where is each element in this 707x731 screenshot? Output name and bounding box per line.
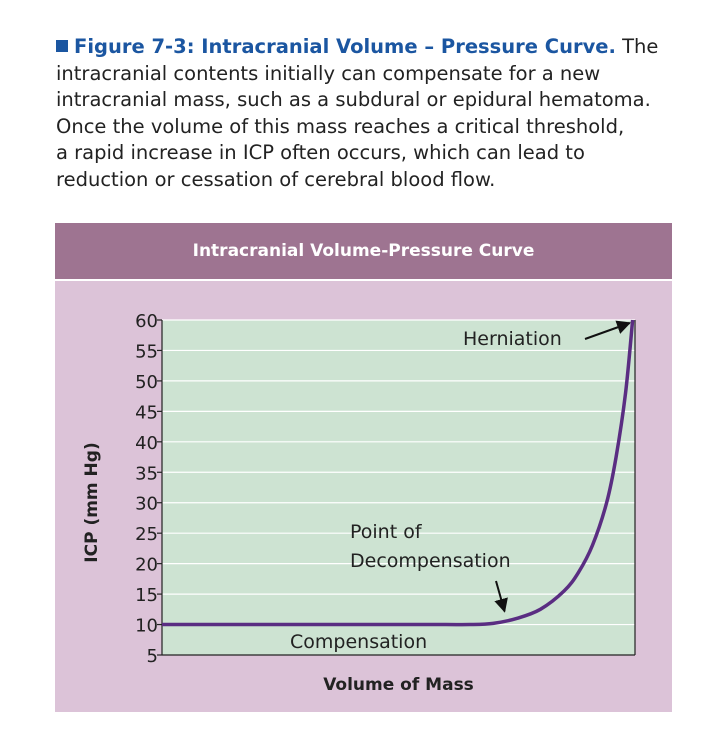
caption-line-2: intracranial contents initially can comp… (56, 61, 601, 85)
y-tick-label: 10 (135, 616, 158, 637)
caption-line-3: intracranial mass, such as a subdural or… (56, 88, 651, 111)
y-tick-label: 15 (135, 585, 158, 606)
x-axis-label: Volume of Mass (323, 675, 474, 695)
y-tick-label: 55 (135, 341, 158, 362)
y-tick-label: 45 (135, 402, 158, 423)
annotation-decompensation: Decompensation (350, 550, 511, 572)
header-divider (55, 279, 672, 281)
y-axis-label: ICP (mm Hg) (82, 442, 102, 562)
y-tick-label: 5 (147, 646, 158, 667)
y-tick-label: 60 (135, 311, 158, 332)
caption-line-6: reduction or cessation of cerebral blood… (56, 167, 496, 191)
caption-line-5: a rapid increase in ICP often occurs, wh… (56, 141, 585, 164)
figure-caption: Figure 7-3: Intracranial Volume – Pressu… (56, 34, 696, 193)
y-tick-label: 40 (135, 433, 158, 454)
y-tick-label: 25 (135, 524, 158, 545)
herniation-arrow (584, 320, 631, 340)
icp-curve (162, 319, 635, 627)
annotation-point-of: Point of (350, 521, 423, 543)
decompensation-arrow (494, 580, 508, 613)
caption-line-4: Once the volume of this mass reaches a c… (56, 114, 625, 138)
caption-line-1: The (615, 35, 659, 58)
annotation-compensation: Compensation (290, 631, 427, 653)
plot-area (162, 320, 635, 655)
y-tick-label: 30 (135, 494, 158, 515)
y-tick-label: 20 (135, 555, 158, 576)
y-tick-label: 35 (135, 463, 158, 484)
square-bullet-icon (56, 40, 68, 52)
figure-label: Figure 7-3: Intracranial Volume – Pressu… (74, 35, 616, 58)
y-tick-label: 50 (135, 372, 158, 393)
chart-title: Intracranial Volume-Pressure Curve (55, 223, 672, 279)
annotation-herniation: Herniation (463, 328, 562, 350)
